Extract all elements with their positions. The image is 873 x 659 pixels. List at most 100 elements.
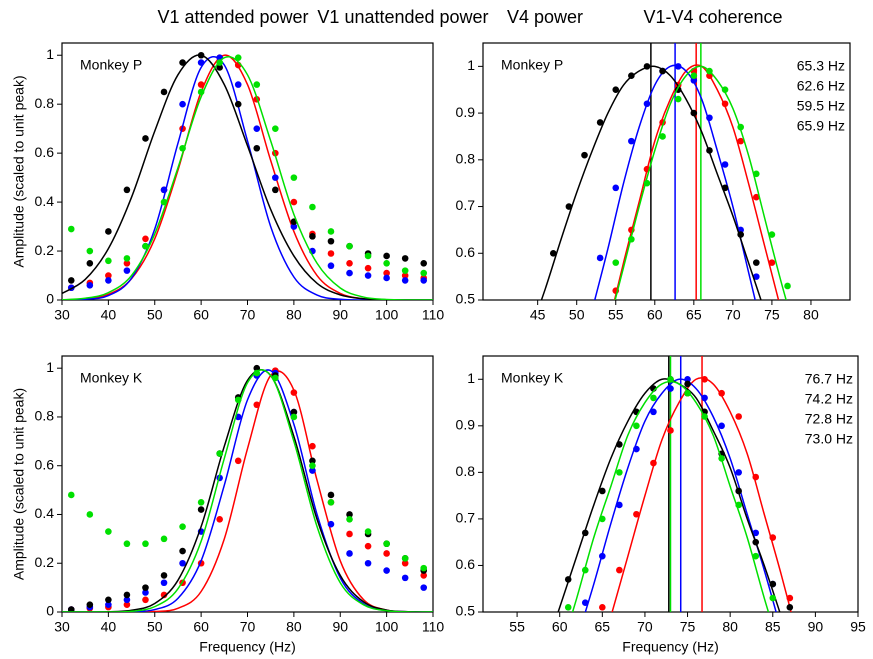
- x-tick-label: 95: [850, 619, 866, 635]
- y-tick-label: 1: [46, 359, 54, 375]
- x-tick-label: 90: [332, 307, 348, 323]
- data-point: [599, 604, 606, 611]
- data-point: [769, 580, 777, 588]
- data-point: [86, 511, 94, 518]
- data-point: [123, 255, 131, 262]
- y-tick-label: 0.8: [35, 95, 55, 111]
- data-point: [786, 604, 794, 611]
- data-point: [290, 389, 298, 396]
- data-point: [309, 462, 316, 470]
- y-tick-label: 0.6: [35, 144, 55, 160]
- data-point: [290, 198, 298, 206]
- data-point: [706, 114, 713, 122]
- data-point: [628, 137, 635, 145]
- y-tick-label: 1: [467, 370, 475, 386]
- plot-frame: [61, 355, 434, 613]
- data-point: [234, 54, 242, 61]
- data-point: [142, 589, 149, 596]
- data-point: [160, 198, 168, 206]
- data-point: [142, 235, 149, 243]
- data-point: [616, 501, 623, 509]
- data-point: [86, 282, 94, 289]
- data-point: [216, 450, 223, 457]
- y-tick-label: 0.7: [456, 197, 476, 213]
- panel-annotation: Monkey P: [80, 57, 142, 73]
- data-point: [327, 491, 335, 499]
- y-tick-label: 0.9: [456, 104, 476, 120]
- data-point: [383, 567, 390, 574]
- fit-curve: [62, 369, 433, 612]
- data-point: [123, 601, 131, 608]
- data-point: [123, 259, 131, 267]
- y-tick-label: 0: [46, 291, 54, 307]
- data-point: [659, 67, 666, 75]
- data-point: [309, 442, 316, 450]
- data-point: [105, 277, 112, 284]
- data-point: [346, 530, 353, 538]
- data-point: [160, 88, 168, 96]
- data-point: [234, 457, 242, 465]
- data-point: [420, 572, 428, 579]
- data-point: [643, 100, 651, 108]
- y-tick-label: 0.4: [35, 193, 55, 209]
- peak-label: 65.3 Hz: [797, 58, 845, 74]
- data-point: [253, 81, 261, 88]
- data-point: [67, 606, 75, 612]
- data-point: [596, 119, 604, 126]
- data-point: [346, 511, 353, 518]
- data-point: [667, 375, 674, 383]
- peak-label: 74.2 Hz: [805, 391, 853, 407]
- fit-curve: [584, 378, 777, 612]
- data-point: [616, 441, 623, 448]
- y-tick-label: 1: [46, 46, 54, 62]
- x-tick-label: 80: [722, 619, 738, 635]
- peak-label: 62.6 Hz: [797, 78, 845, 94]
- data-point: [327, 520, 335, 528]
- data-point: [216, 64, 223, 71]
- data-point: [105, 272, 112, 279]
- y-tick-label: 0.8: [456, 151, 476, 167]
- data-point: [752, 473, 760, 481]
- data-point: [123, 186, 131, 194]
- data-point: [401, 267, 409, 274]
- data-point: [786, 594, 794, 602]
- x-tick-label: 75: [764, 307, 780, 323]
- panel-annotation: Monkey K: [501, 370, 564, 386]
- fit-curve: [593, 64, 756, 300]
- data-point: [234, 81, 242, 88]
- data-point: [596, 254, 604, 262]
- fit-curve: [62, 369, 433, 612]
- data-point: [383, 274, 390, 282]
- data-point: [616, 566, 623, 574]
- data-point: [718, 422, 725, 430]
- data-point: [599, 487, 606, 495]
- x-tick-label: 30: [54, 307, 70, 323]
- data-point: [401, 555, 409, 562]
- data-point: [420, 269, 428, 277]
- x-tick-label: 50: [147, 619, 163, 635]
- x-tick-label: 50: [147, 307, 163, 323]
- x-tick-label: 45: [530, 307, 546, 323]
- data-point: [105, 228, 112, 235]
- data-point: [706, 67, 713, 75]
- data-point: [752, 170, 760, 178]
- data-point: [197, 506, 205, 513]
- data-point: [105, 601, 112, 608]
- peak-label: 72.8 Hz: [805, 411, 853, 427]
- x-tick-label: 110: [422, 307, 445, 323]
- data-point: [737, 137, 744, 145]
- data-point: [706, 72, 713, 80]
- y-tick-label: 0.5: [456, 291, 476, 307]
- data-point: [234, 100, 242, 108]
- data-point: [142, 242, 149, 250]
- data-point: [327, 262, 335, 270]
- data-point: [628, 72, 635, 80]
- plot-frame: [482, 42, 851, 301]
- data-point: [160, 572, 168, 579]
- x-tick-label: 70: [240, 619, 256, 635]
- y-tick-label: 0.8: [456, 463, 476, 479]
- x-tick-label: 110: [422, 619, 445, 635]
- data-point: [599, 515, 606, 523]
- data-point: [721, 184, 729, 192]
- data-point: [290, 174, 298, 181]
